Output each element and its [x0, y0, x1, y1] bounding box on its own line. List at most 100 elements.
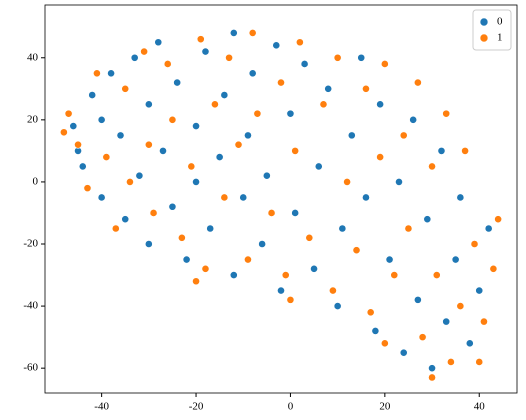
point: [480, 317, 488, 326]
point: [229, 271, 238, 279]
point: [456, 302, 465, 310]
point: [135, 171, 144, 180]
point: [140, 47, 149, 56]
point: [201, 264, 210, 273]
point: [409, 115, 418, 124]
point: [432, 271, 441, 279]
point: [418, 333, 427, 342]
point: [305, 233, 314, 242]
point: [470, 240, 479, 248]
point: [192, 122, 200, 130]
point: [475, 358, 484, 366]
point: [399, 131, 408, 140]
point: [390, 271, 399, 279]
point: [380, 60, 389, 68]
legend-box: [472, 9, 512, 51]
plot-frame: [44, 4, 518, 394]
point: [97, 115, 106, 124]
point: [182, 255, 191, 264]
point: [291, 209, 300, 217]
point: [489, 264, 498, 273]
point: [144, 140, 153, 149]
point: [286, 109, 295, 118]
point: [206, 224, 215, 233]
point: [456, 193, 465, 202]
point: [149, 209, 158, 217]
point: [281, 271, 290, 279]
point: [215, 153, 224, 161]
point: [192, 277, 200, 286]
x-tick-label: 0: [288, 401, 294, 413]
point: [111, 224, 120, 233]
point: [107, 69, 115, 78]
point: [88, 91, 97, 99]
point: [428, 373, 436, 382]
point: [300, 60, 309, 68]
point: [192, 178, 200, 186]
point: [196, 35, 205, 44]
point: [465, 339, 474, 348]
point: [126, 178, 134, 186]
point: [291, 146, 300, 155]
point: [286, 295, 295, 304]
point: [413, 295, 422, 304]
point: [494, 215, 503, 224]
point: [74, 140, 82, 149]
legend-marker: [479, 33, 489, 43]
point: [262, 171, 271, 180]
point: [177, 233, 186, 242]
point: [447, 358, 455, 366]
point: [267, 209, 276, 217]
point: [130, 53, 139, 62]
point: [475, 286, 484, 295]
point: [225, 53, 233, 62]
point: [428, 364, 436, 373]
point: [248, 29, 257, 37]
point: [319, 100, 328, 109]
point: [399, 348, 408, 357]
point: [83, 184, 92, 193]
point: [343, 178, 351, 186]
point: [272, 41, 281, 50]
legend-label: 1: [497, 32, 503, 44]
point: [366, 308, 375, 317]
point: [258, 240, 267, 248]
legend-label: 0: [497, 16, 503, 28]
point: [97, 193, 106, 202]
point: [173, 78, 182, 87]
point: [211, 100, 219, 109]
point: [64, 109, 73, 118]
y-tick-label: -20: [23, 238, 38, 250]
point: [484, 224, 493, 233]
point: [220, 91, 229, 99]
point: [201, 47, 210, 56]
point: [442, 317, 451, 326]
point: [461, 146, 469, 155]
point: [413, 78, 422, 87]
point: [121, 215, 130, 224]
point: [116, 131, 125, 140]
point: [362, 84, 370, 93]
point: [371, 327, 380, 335]
point: [324, 84, 333, 93]
point: [220, 193, 229, 202]
y-tick-label: 0: [33, 175, 39, 187]
point: [144, 100, 153, 109]
point: [253, 109, 262, 118]
point: [338, 224, 347, 233]
point: [333, 53, 342, 62]
point: [102, 153, 111, 161]
point: [347, 131, 356, 140]
x-tick-label: -40: [94, 401, 109, 413]
point: [277, 286, 285, 295]
point: [121, 84, 130, 93]
point: [229, 29, 238, 37]
point: [244, 131, 252, 140]
y-tick-label: 20: [27, 113, 39, 125]
point: [244, 255, 252, 264]
point: [428, 162, 436, 171]
point: [59, 128, 68, 137]
point: [357, 53, 366, 62]
y-tick-label: -60: [23, 362, 38, 374]
